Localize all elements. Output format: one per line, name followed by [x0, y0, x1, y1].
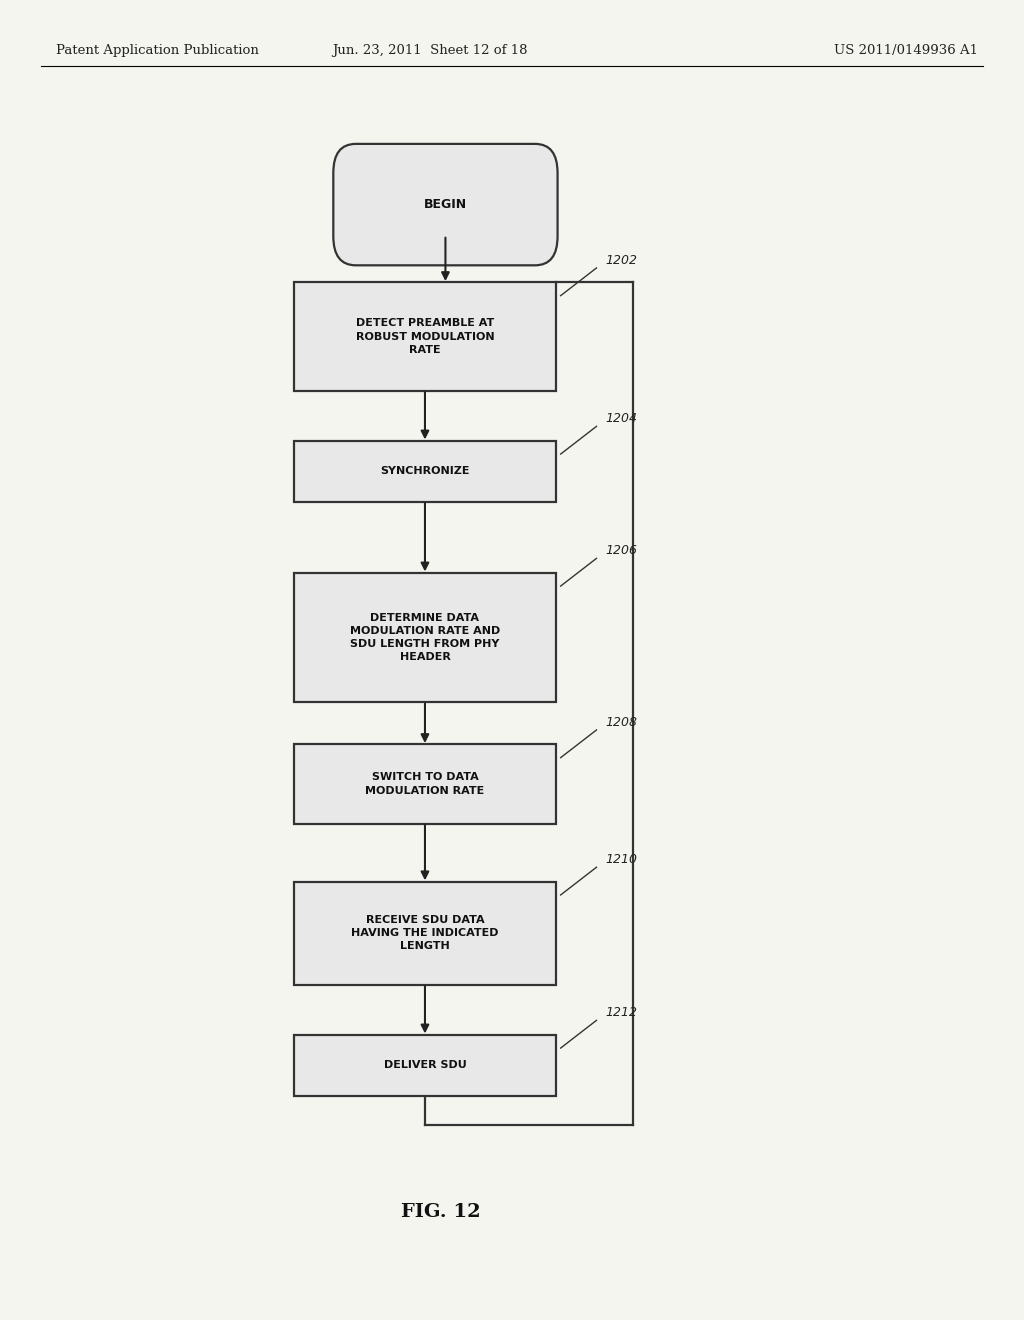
Text: BEGIN: BEGIN — [424, 198, 467, 211]
Text: DETECT PREAMBLE AT
ROBUST MODULATION
RATE: DETECT PREAMBLE AT ROBUST MODULATION RAT… — [355, 318, 495, 355]
Bar — [295, 573, 555, 702]
Text: RECEIVE SDU DATA
HAVING THE INDICATED
LENGTH: RECEIVE SDU DATA HAVING THE INDICATED LE… — [351, 915, 499, 952]
Bar — [295, 882, 555, 985]
Bar — [295, 441, 555, 502]
Text: SWITCH TO DATA
MODULATION RATE: SWITCH TO DATA MODULATION RATE — [366, 772, 484, 796]
Bar — [295, 1035, 555, 1096]
Text: FIG. 12: FIG. 12 — [400, 1203, 480, 1221]
Text: 1204: 1204 — [606, 412, 638, 425]
Bar — [295, 744, 555, 824]
Bar — [295, 282, 555, 391]
Text: 1202: 1202 — [606, 253, 638, 267]
Text: US 2011/0149936 A1: US 2011/0149936 A1 — [834, 44, 978, 57]
Text: DETERMINE DATA
MODULATION RATE AND
SDU LENGTH FROM PHY
HEADER: DETERMINE DATA MODULATION RATE AND SDU L… — [350, 612, 500, 663]
Text: Patent Application Publication: Patent Application Publication — [56, 44, 259, 57]
Text: DELIVER SDU: DELIVER SDU — [384, 1060, 466, 1071]
Text: 1210: 1210 — [606, 853, 638, 866]
Text: 1206: 1206 — [606, 544, 638, 557]
FancyBboxPatch shape — [334, 144, 557, 265]
Text: SYNCHRONIZE: SYNCHRONIZE — [380, 466, 470, 477]
Text: 1208: 1208 — [606, 715, 638, 729]
Text: Jun. 23, 2011  Sheet 12 of 18: Jun. 23, 2011 Sheet 12 of 18 — [333, 44, 527, 57]
Text: 1212: 1212 — [606, 1006, 638, 1019]
